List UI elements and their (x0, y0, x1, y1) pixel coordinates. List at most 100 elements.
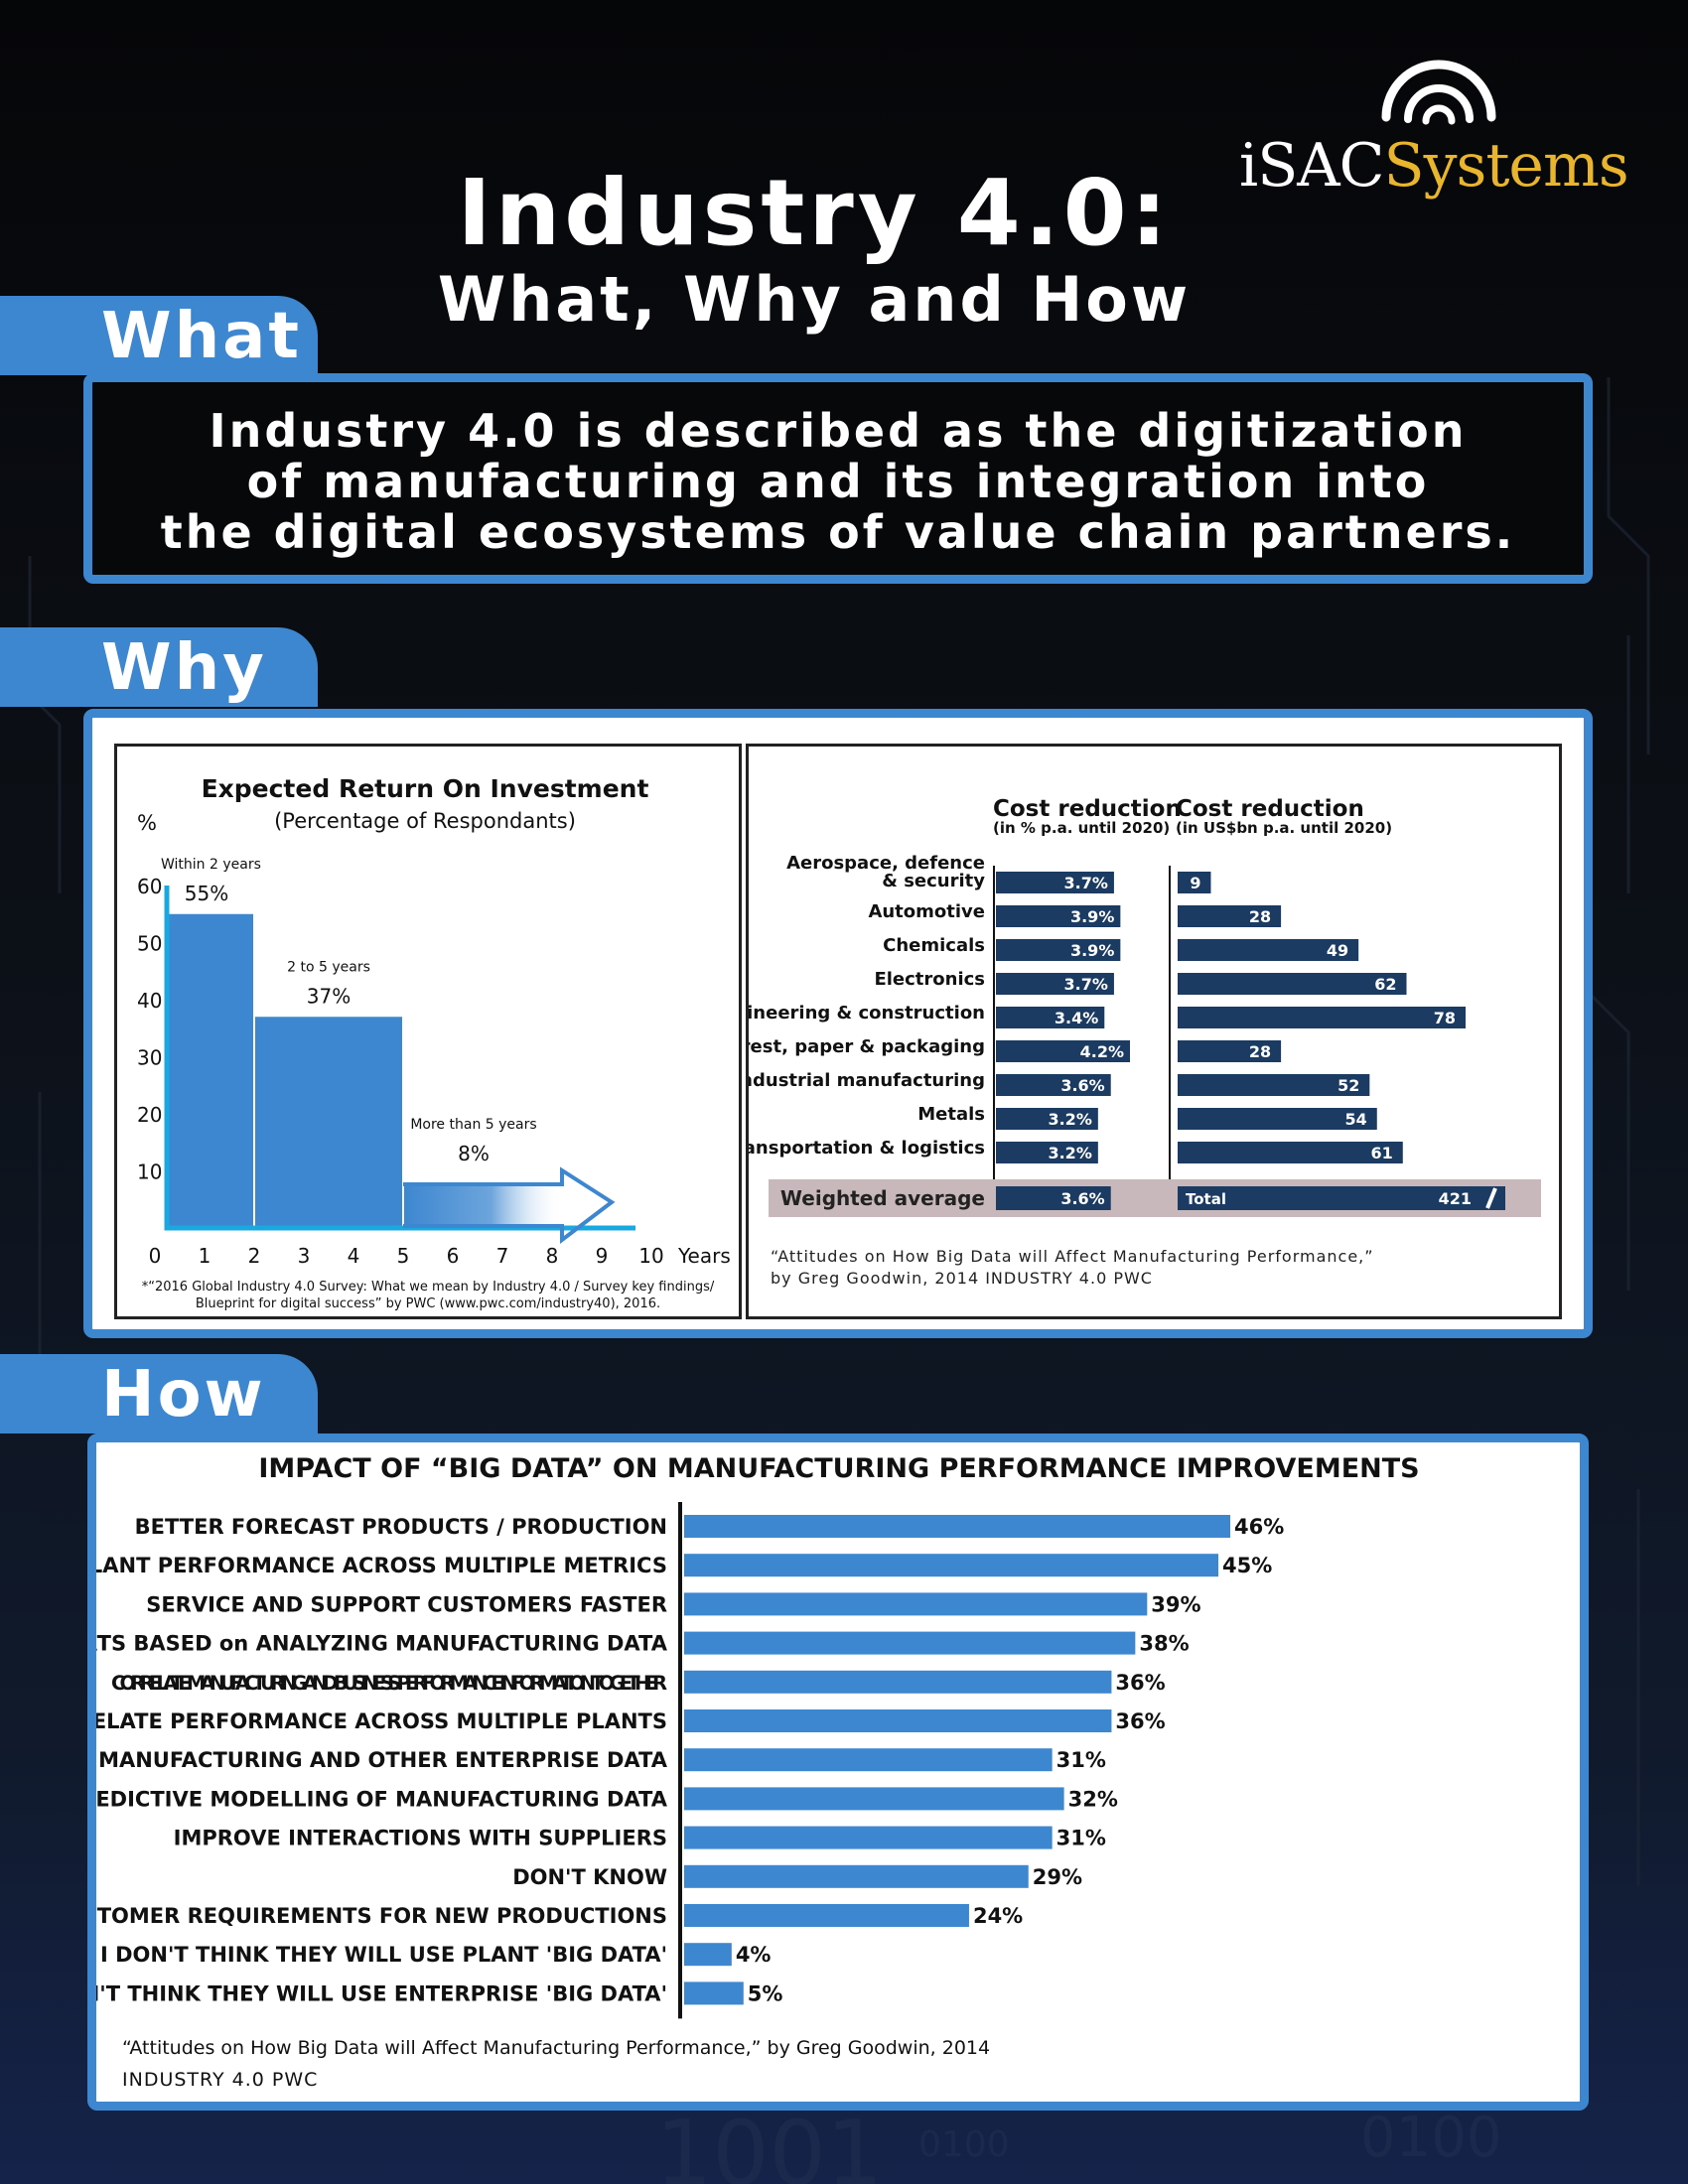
section-tab-what: What (0, 296, 318, 375)
cost-usd-bar (1178, 1108, 1377, 1130)
roi-y-tick-label: 60 (137, 875, 162, 898)
roi-x-tick-label: 7 (496, 1244, 509, 1268)
roi-chart-title: Expected Return On Investment (202, 774, 649, 803)
impact-bar (684, 1631, 1136, 1655)
cost-usd-bar (1178, 1007, 1466, 1028)
cost-pct-value-label: 3.2% (1048, 1110, 1091, 1129)
roi-y-tick-label: 30 (137, 1046, 162, 1070)
roi-x-axis-label: Years (677, 1244, 731, 1268)
impact-category-label: UNDERSTAND PLANT PERFORMANCE ACROSS MULT… (96, 1554, 667, 1577)
cost-category-label: Chemicals (883, 935, 985, 956)
impact-bar (684, 1709, 1112, 1732)
cost-pct-value-label: 3.6% (1060, 1076, 1104, 1095)
roi-x-tick-label: 4 (348, 1244, 360, 1268)
roi-chart-panel: Expected Return On Investment (Percentag… (114, 744, 742, 1319)
cost-pct-value-label: 3.7% (1064, 975, 1108, 994)
cost-pct-header: Cost reduction (993, 796, 1182, 822)
cost-category-label: & security (882, 871, 985, 891)
cost-usd-value-label: 54 (1345, 1110, 1367, 1129)
big-data-impact-chart: IMPACT OF “BIG DATA” ON MANUFACTURING PE… (0, 1453, 1420, 2091)
cost-category-label: Forest, paper & packaging (749, 1036, 985, 1057)
impact-category-label: I DON'T THINK THEY WILL USE ENTERPRISE '… (96, 1981, 667, 2005)
cost-pct-value-label: 3.2% (1048, 1144, 1091, 1162)
cost-usd-value-label: 52 (1337, 1076, 1359, 1095)
cost-usd-bar (1178, 1074, 1370, 1096)
svg-text:0100: 0100 (918, 2124, 1010, 2165)
cost-source-line: by Greg Goodwin, 2014 INDUSTRY 4.0 PWC (771, 1269, 1153, 1288)
roi-footnote-line: *“2016 Global Industry 4.0 Survey: What … (142, 1280, 715, 1295)
impact-bar (684, 1943, 732, 1967)
roi-footnote-line: Blueprint for digital success” by PWC (w… (196, 1297, 660, 1311)
impact-value-label: 36% (1115, 1709, 1165, 1733)
cost-pct-bar (996, 1007, 1105, 1028)
impact-source-line: INDUSTRY 4.0 PWC (122, 2069, 318, 2091)
impact-value-label: 38% (1139, 1632, 1189, 1656)
cost-usd-bar (1178, 973, 1407, 995)
section-label-what: What (101, 300, 302, 373)
impact-bar (684, 1787, 1064, 1811)
logo-part-systems: Systems (1383, 131, 1629, 201)
cost-category-label: Transportation & logistics (749, 1138, 985, 1159)
cost-pct-value-label: 3.9% (1070, 941, 1114, 960)
roi-x-tick-label: 6 (447, 1244, 460, 1268)
what-definition-box: Industry 4.0 is described as the digitiz… (83, 373, 1593, 584)
impact-value-label: 24% (973, 1904, 1023, 1928)
roi-bar-category-label: More than 5 years (410, 1117, 536, 1133)
section-label-why: Why (101, 631, 267, 705)
cost-pct-bar (996, 872, 1114, 893)
cost-usd-value-label: 28 (1249, 1042, 1271, 1061)
impact-category-label: DON'T KNOW (512, 1865, 667, 1889)
cost-reduction-chart: Cost reduction (in % p.a. until 2020) Co… (709, 796, 1541, 1288)
roi-bar (404, 1182, 563, 1228)
cost-usd-bar (1178, 905, 1282, 927)
cost-pct-value-label: 3.4% (1055, 1009, 1098, 1027)
signal-arcs-icon (1381, 60, 1496, 125)
roi-y-unit: % (137, 811, 157, 835)
impact-bar (684, 1826, 1053, 1849)
impact-category-label: CORRELATE PERFORMANCE ACROSS MULTIPLE PL… (96, 1709, 667, 1733)
roi-x-tick-label: 2 (248, 1244, 261, 1268)
impact-bar (684, 1864, 1029, 1888)
roi-chart: Expected Return On Investment (Percentag… (137, 774, 731, 1311)
impact-category-label: BETTER FORECAST PRODUCTS / PRODUCTION (135, 1515, 667, 1539)
what-line-3: the digital ecosystems of value chain pa… (160, 505, 1516, 559)
impact-source-line: “Attitudes on How Big Data will Affect M… (122, 2037, 990, 2059)
roi-y-tick-label: 20 (137, 1103, 162, 1127)
cost-usd-bar (1178, 1142, 1403, 1163)
cost-usd-value-label: 28 (1249, 907, 1271, 926)
total-break-mark (1485, 1187, 1497, 1209)
impact-category-label: REAL-TIME ALERTS BASED on ANALYZING MANU… (96, 1632, 668, 1656)
impact-value-label: 46% (1234, 1515, 1284, 1539)
cost-pct-value-label: 4.2% (1080, 1042, 1124, 1061)
svg-text:1001: 1001 (655, 2102, 883, 2184)
impact-category-label: SERVICE AND SUPPORT CUSTOMERS FASTER (146, 1592, 667, 1616)
impact-category-label: I DON'T THINK THEY WILL USE PLANT 'BIG D… (100, 1943, 667, 1967)
cost-category-label: Automotive (868, 901, 985, 922)
impact-chart-title: IMPACT OF “BIG DATA” ON MANUFACTURING PE… (258, 1453, 1419, 1484)
cost-pct-bar (996, 1074, 1111, 1096)
cost-pct-value-label: 3.7% (1064, 874, 1108, 892)
weighted-average-bar (996, 1186, 1111, 1210)
weighted-average-label: Weighted average (780, 1186, 985, 1210)
impact-bar (684, 1981, 744, 2005)
roi-x-tick-label: 9 (596, 1244, 609, 1268)
roi-x-tick-label: 1 (199, 1244, 211, 1268)
section-tab-why: Why (0, 627, 318, 707)
weighted-average-value: 3.6% (1060, 1189, 1104, 1208)
impact-bar (684, 1904, 969, 1927)
cost-pct-bar (996, 939, 1121, 961)
isac-systems-logo: iSACSystems (1239, 48, 1656, 216)
why-box: Expected Return On Investment (Percentag… (83, 709, 1593, 1338)
roi-bar (255, 1017, 402, 1228)
cost-category-label: Industrial manufacturing (749, 1070, 985, 1091)
cost-category-label: Metals (917, 1104, 985, 1125)
cost-usd-bar (1178, 1040, 1282, 1062)
roi-bar-value-label: 37% (307, 984, 351, 1008)
roi-y-tick-label: 40 (137, 989, 162, 1013)
how-box: IMPACT OF “BIG DATA” ON MANUFACTURING PE… (0, 1433, 1589, 2111)
roi-y-tick-label: 10 (137, 1160, 162, 1184)
roi-y-tick-label: 50 (137, 932, 162, 956)
cost-usd-value-label: 9 (1190, 874, 1200, 892)
roi-x-tick-label: 3 (298, 1244, 311, 1268)
